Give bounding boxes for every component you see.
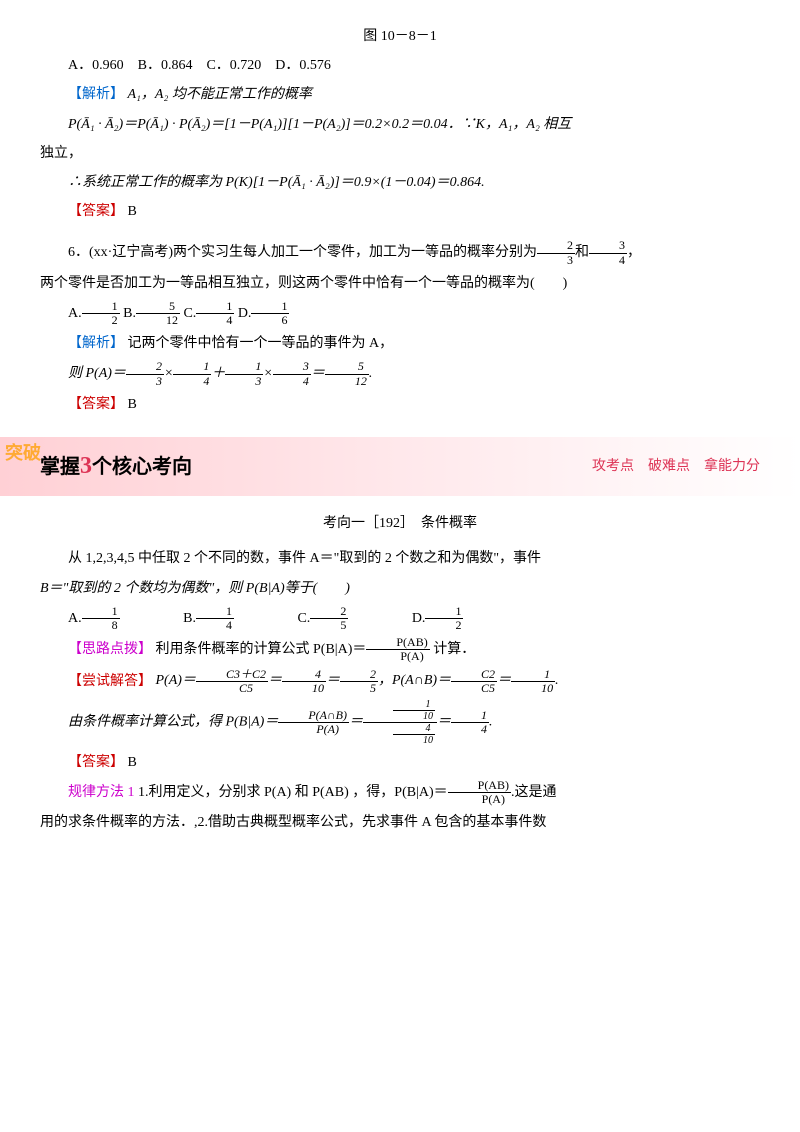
rule-label: 规律方法 1 xyxy=(68,785,135,800)
q6-analysis: 【解析】 记两个零件中恰有一个一等品的事件为 A， xyxy=(40,331,760,356)
q5-analysis-formula-a: P(Ā₁ · Ā₂)＝P(Ā₁) · P(Ā₂)＝[1－P(A₁)][1－P(A… xyxy=(40,112,760,137)
hint-label: 【思路点拨】 xyxy=(68,642,152,657)
hint: 【思路点拨】 利用条件概率的计算公式 P(B|A)＝P(AB)P(A) 计算． xyxy=(40,636,760,663)
banner-right: 攻考点 破难点 拿能力分 xyxy=(592,454,760,479)
problem-1: 从 1,2,3,4,5 中任取 2 个不同的数，事件 A＝"取到的 2 个数之和… xyxy=(40,546,760,571)
problem-2: B＝"取到的 2 个数均为偶数"，则 P(B|A)等于( ) xyxy=(40,576,760,601)
q6-calc: 则 P(A)＝23×14＋13×34＝512. xyxy=(40,360,760,387)
q5-analysis-line1: 【解析】 A₁，A₂ 均不能正常工作的概率 xyxy=(40,82,760,107)
answer-value: B xyxy=(128,397,137,412)
analysis-label: 【解析】 xyxy=(68,336,124,351)
section-options: A.18 B.14 C.25 D.12 xyxy=(40,605,760,632)
answer-value: B xyxy=(128,755,137,770)
try: 【尝试解答】 P(A)＝C3＋C2C5＝410＝25，P(A∩B)＝C2C5＝1… xyxy=(40,668,760,695)
opt-d: D.16 xyxy=(238,306,290,321)
q5-options: A．0.960 B．0.864 C．0.720 D．0.576 xyxy=(40,53,760,78)
opt-b: B.512 xyxy=(123,306,180,321)
q5-answer: 【答案】 B xyxy=(40,199,760,224)
banner-corner: 突破 xyxy=(5,437,41,469)
section-title: 考向一［192］ 条件概率 xyxy=(40,511,760,536)
rule-1: 规律方法 1 1.利用定义，分别求 P(A) 和 P(AB) ，得，P(B|A)… xyxy=(40,779,760,806)
q6-stem-2: 两个零件是否加工为一等品相互独立，则这两个零件中恰有一个一等品的概率为( ) xyxy=(40,271,760,296)
section-banner: 突破 掌握3个核心考向 攻考点 破难点 拿能力分 xyxy=(0,437,800,496)
answer-value: B xyxy=(128,204,137,219)
opt-c: C.25 xyxy=(297,611,348,626)
answer-label: 【答案】 xyxy=(68,755,124,770)
q5-analysis-formula-b: 独立， xyxy=(40,141,760,166)
opt-d: D.12 xyxy=(412,611,464,626)
opt-b: B.14 xyxy=(183,611,234,626)
section-answer: 【答案】 B xyxy=(40,750,760,775)
answer-label: 【答案】 xyxy=(68,397,124,412)
analysis-label: 【解析】 xyxy=(68,87,124,102)
frac-2-3: 23 xyxy=(537,239,575,266)
analysis-text: A₁，A₂ 均不能正常工作的概率 xyxy=(128,87,312,102)
answer-label: 【答案】 xyxy=(68,204,124,219)
opt-c: C.14 xyxy=(183,306,234,321)
q6-stem: 6．(xx·辽宁高考)两个实习生每人加工一个零件，加工为一等品的概率分别为23和… xyxy=(40,239,760,266)
try-label: 【尝试解答】 xyxy=(68,673,152,688)
opt-a: A.18 xyxy=(68,611,120,626)
banner-left: 掌握3个核心考向 xyxy=(40,445,192,488)
frac-3-4: 34 xyxy=(589,239,627,266)
figure-caption: 图 10－8－1 xyxy=(40,24,760,49)
rule-2: 用的求条件概率的方法．,2.借助古典概型概率公式，先求事件 A 包含的基本事件数 xyxy=(40,810,760,835)
q6-and: 和 xyxy=(575,245,589,260)
q6-answer: 【答案】 B xyxy=(40,392,760,417)
q5-analysis-line3: ∴系统正常工作的概率为 P(K)[1－P(Ā₁ · Ā₂)]＝0.9×(1－0.… xyxy=(40,170,760,195)
analysis-text: 记两个零件中恰有一个一等品的事件为 A， xyxy=(128,336,394,351)
cond-calc: 由条件概率计算公式，得 P(B|A)＝P(A∩B)P(A)＝110410＝14. xyxy=(40,699,760,746)
q6-suffix: ， xyxy=(627,245,641,260)
q6-prefix: 6．(xx·辽宁高考)两个实习生每人加工一个零件，加工为一等品的概率分别为 xyxy=(68,245,537,260)
opt-a: A.12 xyxy=(68,306,120,321)
q6-options: A.12 B.512 C.14 D.16 xyxy=(40,300,760,327)
